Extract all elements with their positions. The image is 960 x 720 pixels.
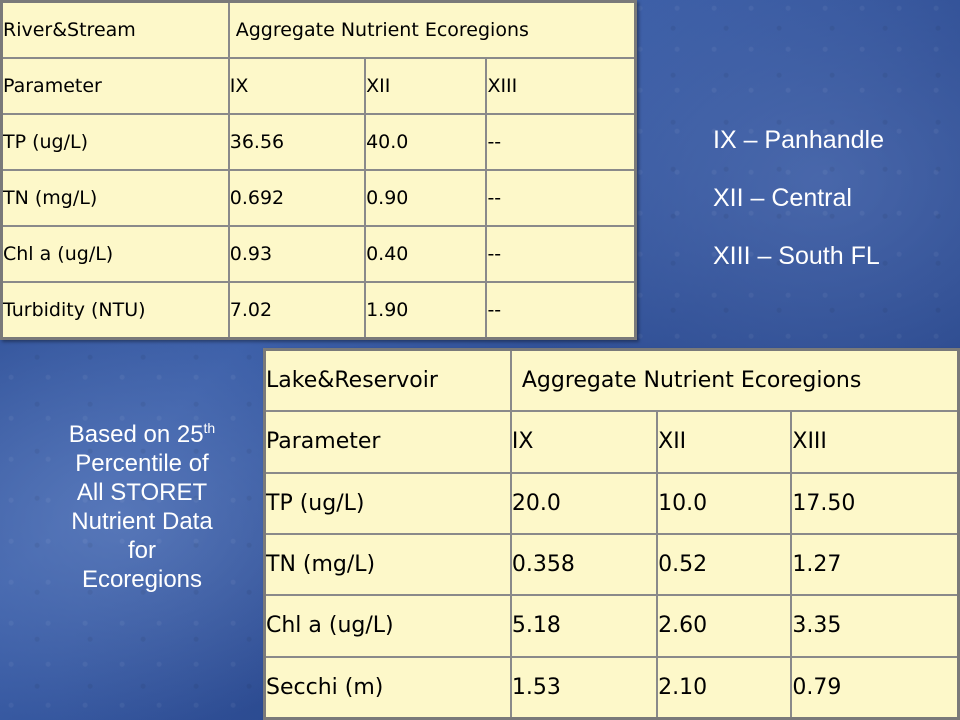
value-cell: -- [485,225,637,283]
river-stream-table: River&Stream Aggregate Nutrient Ecoregio… [0,0,637,340]
table-row: TN (mg/L) 0.358 0.52 1.27 [263,532,960,597]
value-cell: -- [485,281,637,340]
value-cell: 2.60 [656,594,793,658]
legend-item: XIII – South FL [713,242,880,270]
value-cell: 3.35 [790,594,960,658]
table-group-header: Aggregate Nutrient Ecoregions [227,0,637,59]
value-cell: 0.52 [656,532,793,597]
value-cell: 1.90 [364,281,488,340]
note-line: for [127,537,156,564]
table-row: TP (ug/L) 36.56 40.0 -- [0,113,637,171]
parameter-cell: Secchi (m) [263,655,512,720]
table-header-row: Lake&Reservoir Aggregate Nutrient Ecoreg… [263,348,960,413]
parameter-cell: Chl a (ug/L) [263,594,512,658]
column-header: XIII [790,410,960,474]
value-cell: 0.692 [227,169,367,227]
note-line: Nutrient Data [71,508,213,535]
table-title-cell: River&Stream [0,0,230,59]
column-header: XII [364,57,488,115]
legend-item: XII – Central [713,184,852,212]
ecoregion-legend: IX – Panhandle XII – Central XIII – Sout… [713,128,884,302]
column-header: Parameter [0,57,230,115]
legend-item: IX – Panhandle [713,126,884,154]
table-row: TN (mg/L) 0.692 0.90 -- [0,169,637,227]
table-row: TP (ug/L) 20.0 10.0 17.50 [263,471,960,535]
value-cell: 0.40 [364,225,488,283]
table-title-cell: Lake&Reservoir [263,348,512,413]
column-header: Parameter [263,410,512,474]
table-column-row: Parameter IX XII XIII [263,410,960,474]
parameter-cell: TP (ug/L) [0,113,230,171]
value-cell: 1.53 [509,655,659,720]
value-cell: 0.93 [227,225,367,283]
table-row: Chl a (ug/L) 0.93 0.40 -- [0,225,637,283]
parameter-cell: TN (mg/L) [0,169,230,227]
percentile-note: Based on 25th Percentile of All STORET N… [32,420,252,594]
table-row: Turbidity (NTU) 7.02 1.90 -- [0,281,637,340]
value-cell: 40.0 [364,113,488,171]
value-cell: 2.10 [656,655,793,720]
note-line: Based on 25 [68,421,204,448]
value-cell: 0.358 [509,532,659,597]
value-cell: 36.56 [227,113,367,171]
table-group-header: Aggregate Nutrient Ecoregions [509,348,960,413]
value-cell: 1.27 [790,532,960,597]
column-header: IX [227,57,367,115]
table-row: Secchi (m) 1.53 2.10 0.79 [263,655,960,720]
value-cell: 20.0 [509,471,659,535]
value-cell: 7.02 [227,281,367,340]
value-cell: 10.0 [656,471,793,535]
value-cell: -- [485,113,637,171]
parameter-cell: Chl a (ug/L) [0,225,230,283]
value-cell: -- [485,169,637,227]
parameter-cell: TP (ug/L) [263,471,512,535]
note-line: Percentile of [75,450,209,477]
table-header-row: River&Stream Aggregate Nutrient Ecoregio… [0,0,637,59]
parameter-cell: TN (mg/L) [263,532,512,597]
parameter-cell: Turbidity (NTU) [0,281,230,340]
table-column-row: Parameter IX XII XIII [0,57,637,115]
column-header: XIII [485,57,637,115]
value-cell: 0.90 [364,169,488,227]
column-header: IX [509,410,659,474]
value-cell: 5.18 [509,594,659,658]
value-cell: 0.79 [790,655,960,720]
value-cell: 17.50 [790,471,960,535]
note-superscript: th [203,420,216,436]
note-line: All STORET [76,479,208,506]
table-row: Chl a (ug/L) 5.18 2.60 3.35 [263,594,960,658]
lake-reservoir-table: Lake&Reservoir Aggregate Nutrient Ecoreg… [263,348,960,720]
column-header: XII [656,410,793,474]
note-line: Ecoregions [81,566,203,593]
